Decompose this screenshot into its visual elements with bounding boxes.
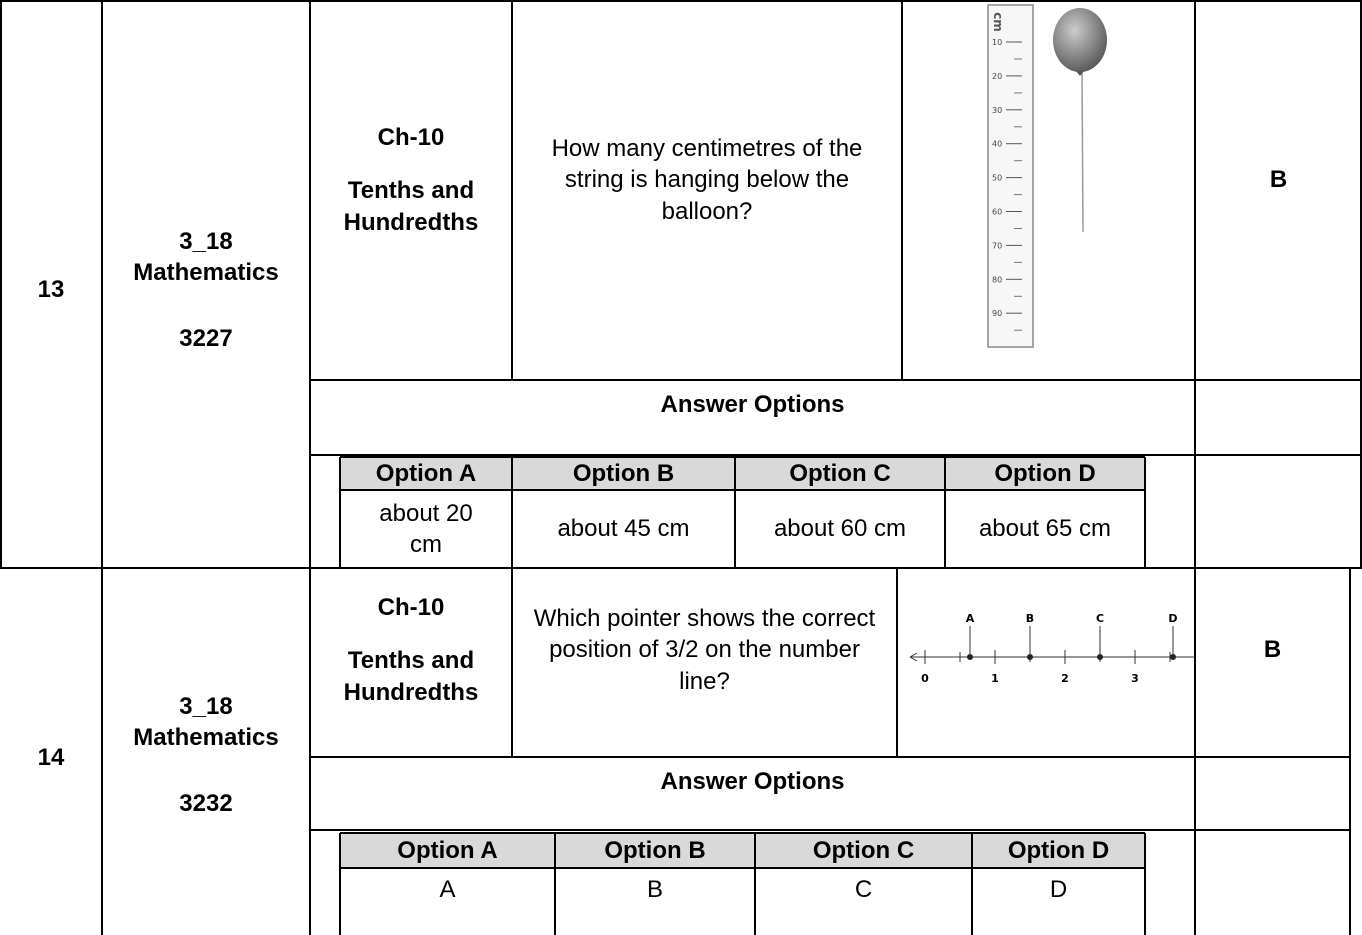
option-header: Option C <box>812 836 915 864</box>
option-value: about 20 cm <box>379 499 473 558</box>
option-header: Option A <box>375 459 477 487</box>
number-line-label: 1 <box>991 672 999 685</box>
options-heading: Answer Options <box>660 391 845 419</box>
chapter-title: Hundredths <box>343 208 479 236</box>
ruler-label: 50 <box>992 174 1002 183</box>
subject: 3_18 Mathematics 3232 <box>102 670 310 840</box>
subject: 3_18 Mathematics 3227 <box>102 200 310 380</box>
option-header: Option B <box>572 459 675 487</box>
ruler-label: 20 <box>992 72 1002 81</box>
pointer-dot <box>967 654 973 660</box>
number-line-label: 2 <box>1061 672 1069 685</box>
chapter-title: Hundredths <box>343 678 479 706</box>
option-value: B <box>646 876 663 904</box>
ruler-label: 40 <box>992 140 1002 149</box>
answer: B <box>1269 166 1288 194</box>
option-value: C <box>854 876 873 904</box>
pointer-label: D <box>1168 612 1177 625</box>
option-value: A <box>439 876 456 904</box>
pointer-label: C <box>1096 612 1104 625</box>
chapter-title: Tenths and <box>347 177 475 205</box>
answer: B <box>1263 636 1282 664</box>
ruler-label: 10 <box>992 38 1002 47</box>
subject-name: Mathematics <box>133 259 279 287</box>
question-number: 14 <box>37 744 65 772</box>
question-text: How many centimetres of the string is ha… <box>551 135 863 225</box>
ruler-figure: 10 20 30 40 50 60 70 80 90 cm <box>987 4 1107 348</box>
ruler-label: 90 <box>992 309 1002 318</box>
question-text: Which pointer shows the correct position… <box>533 605 876 695</box>
option-value: about 60 cm <box>773 515 907 543</box>
pointer-dot <box>1027 654 1033 660</box>
question-number: 13 <box>37 276 65 304</box>
grade: 3_18 <box>179 693 233 721</box>
subject-name: Mathematics <box>133 724 279 752</box>
ruler-label: 30 <box>992 106 1002 115</box>
option-header: Option D <box>1007 836 1110 864</box>
number-line-label: 3 <box>1131 672 1139 685</box>
ruler-label: 70 <box>992 241 1002 250</box>
subject-code: 3227 <box>179 324 233 352</box>
grade: 3_18 <box>179 228 233 256</box>
chapter-title: Tenths and <box>347 647 475 675</box>
option-header: Option A <box>397 836 498 864</box>
number-line-label: 0 <box>921 672 929 685</box>
pointer-label: B <box>1026 612 1034 625</box>
pointer-label: A <box>966 612 975 625</box>
option-value: D <box>1049 876 1068 904</box>
option-header: Option B <box>604 836 706 864</box>
chapter: Ch-10 Tenths and Hundredths <box>310 570 512 730</box>
options-heading: Answer Options <box>660 768 845 796</box>
number-line-figure: 01234ABCD <box>909 612 1195 685</box>
subject-code: 3232 <box>179 789 233 817</box>
ruler-label: 80 <box>992 275 1002 284</box>
ruler-unit: cm <box>991 12 1005 32</box>
ruler-label: 60 <box>992 208 1002 217</box>
option-value: about 45 cm <box>557 515 690 543</box>
option-header: Option D <box>994 459 1096 487</box>
option-header: Option C <box>789 459 891 487</box>
chapter: Ch-10 Tenths and Hundredths <box>310 100 512 260</box>
chapter-number: Ch-10 <box>377 124 445 152</box>
option-value: about 65 cm <box>978 515 1112 543</box>
chapter-number: Ch-10 <box>377 594 445 622</box>
pointer-dot <box>1170 654 1176 660</box>
pointer-dot <box>1097 654 1103 660</box>
